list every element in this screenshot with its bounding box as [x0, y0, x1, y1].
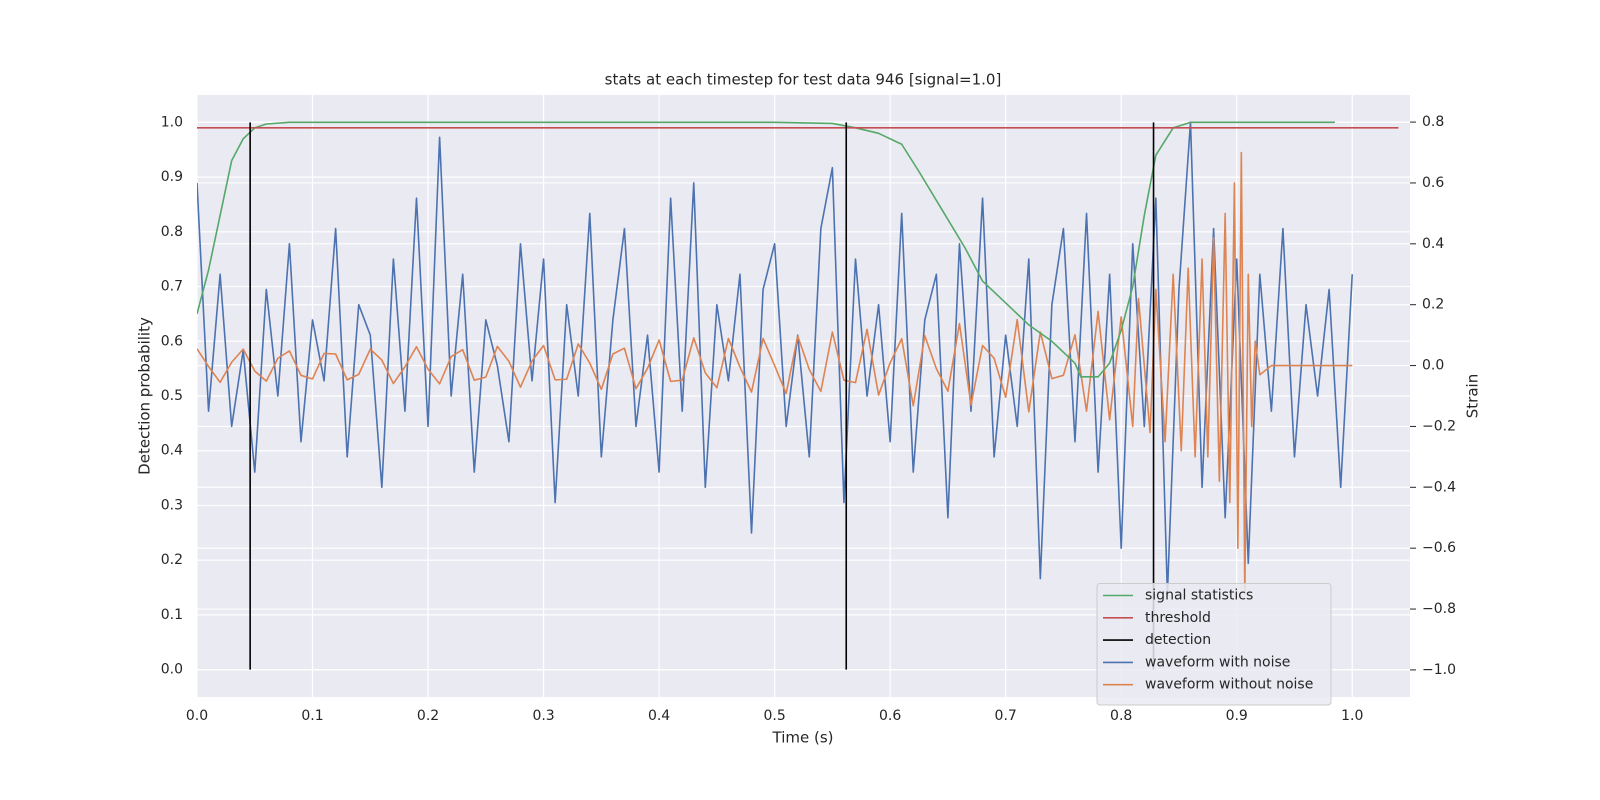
y-tick-label: 0.7 — [161, 279, 183, 295]
x-tick-label: 1.0 — [1341, 708, 1363, 724]
x-tick-label: 0.5 — [763, 708, 785, 724]
y-tick-label: 0.9 — [161, 169, 183, 185]
y-tick-label: 0.2 — [161, 552, 183, 568]
y2-tick-label: −0.8 — [1422, 601, 1456, 617]
y-tick-label: 0.8 — [161, 224, 183, 240]
x-tick-label: 0.1 — [301, 708, 323, 724]
y2-tick-label: −0.4 — [1422, 479, 1456, 495]
y-tick-label: 0.4 — [161, 443, 183, 459]
x-tick-label: 0.8 — [1110, 708, 1132, 724]
y-tick-label: 0.1 — [161, 607, 183, 623]
y2-tick-label: 0.6 — [1422, 175, 1444, 191]
y2-tick-label: −1.0 — [1422, 662, 1456, 678]
legend-box — [1096, 583, 1332, 706]
y-tick-label: 0.5 — [161, 388, 183, 404]
legend-label: detection — [1145, 632, 1211, 648]
y2-tick-label: −0.6 — [1422, 540, 1456, 556]
y2-axis-label: Strain — [1464, 374, 1482, 418]
x-tick-label: 0.4 — [648, 708, 670, 724]
series-line — [197, 121, 1354, 595]
y-axis-label: Detection probability — [136, 317, 154, 475]
y-tick-label: 0.6 — [161, 333, 183, 349]
x-tick-label: 0.0 — [186, 708, 208, 724]
y2-tick-label: 0.2 — [1422, 297, 1444, 313]
chart-title: stats at each timestep for test data 946… — [605, 71, 1002, 89]
x-tick-label: 0.6 — [879, 708, 901, 724]
legend-label: signal statistics — [1145, 588, 1253, 604]
y-tick-label: 0.0 — [161, 662, 183, 678]
x-axis-label: Time (s) — [772, 729, 834, 747]
series-line — [249, 122, 1155, 670]
labels: 0.0 0.1 0.2 0.3 0.4 0.5 0.6 0.7 0.8 0.9 1.0 0.0 0.1 0… — [161, 114, 1456, 724]
x-tick-label: 0.7 — [995, 708, 1017, 724]
y-tick-label: 0.3 — [161, 497, 183, 513]
legend-label: waveform with noise — [1145, 654, 1290, 670]
x-tick-label: 0.9 — [1226, 708, 1248, 724]
x-tick-label: 0.2 — [417, 708, 439, 724]
legend-label: waveform without noise — [1145, 677, 1313, 693]
x-tick-label: 0.3 — [532, 708, 554, 724]
lines — [197, 121, 1399, 670]
series-line — [197, 151, 1353, 595]
y2-tick-label: −0.2 — [1422, 418, 1456, 434]
y2-tick-label: 0.0 — [1422, 358, 1444, 374]
y2-tick-label: 0.8 — [1422, 114, 1444, 130]
legend-label: threshold — [1145, 610, 1211, 626]
y-tick-label: 1.0 — [161, 114, 183, 130]
y2-tick-label: 0.4 — [1422, 236, 1444, 252]
legend: signal statistics threshold detection wavef… — [1096, 583, 1332, 706]
